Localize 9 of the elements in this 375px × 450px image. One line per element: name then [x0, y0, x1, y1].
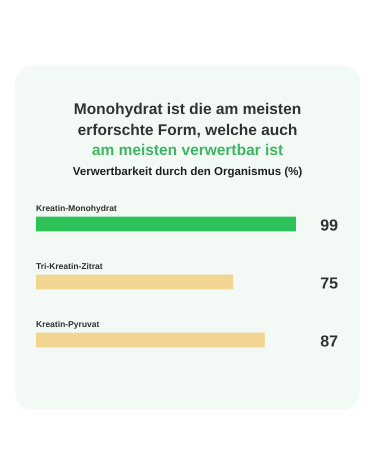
data-label: 87 [320, 333, 338, 350]
y-tick-label: Tri-Kreatin-Zitrat [36, 261, 103, 271]
y-tick-label: Kreatin-Pyruvat [36, 319, 100, 329]
data-label: 75 [320, 275, 338, 292]
chart-subtitle: am meisten verwertbar ist [90, 141, 284, 161]
x-axis-title: Verwertbarkeit durch den Organismus (%) [72, 166, 304, 178]
y-tick-label: Kreatin-Monohydrat [36, 203, 117, 213]
chart-title: Monohydrat ist die am meisten erforschte Form, welche auch [72, 100, 302, 140]
data-label: 99 [320, 217, 338, 234]
